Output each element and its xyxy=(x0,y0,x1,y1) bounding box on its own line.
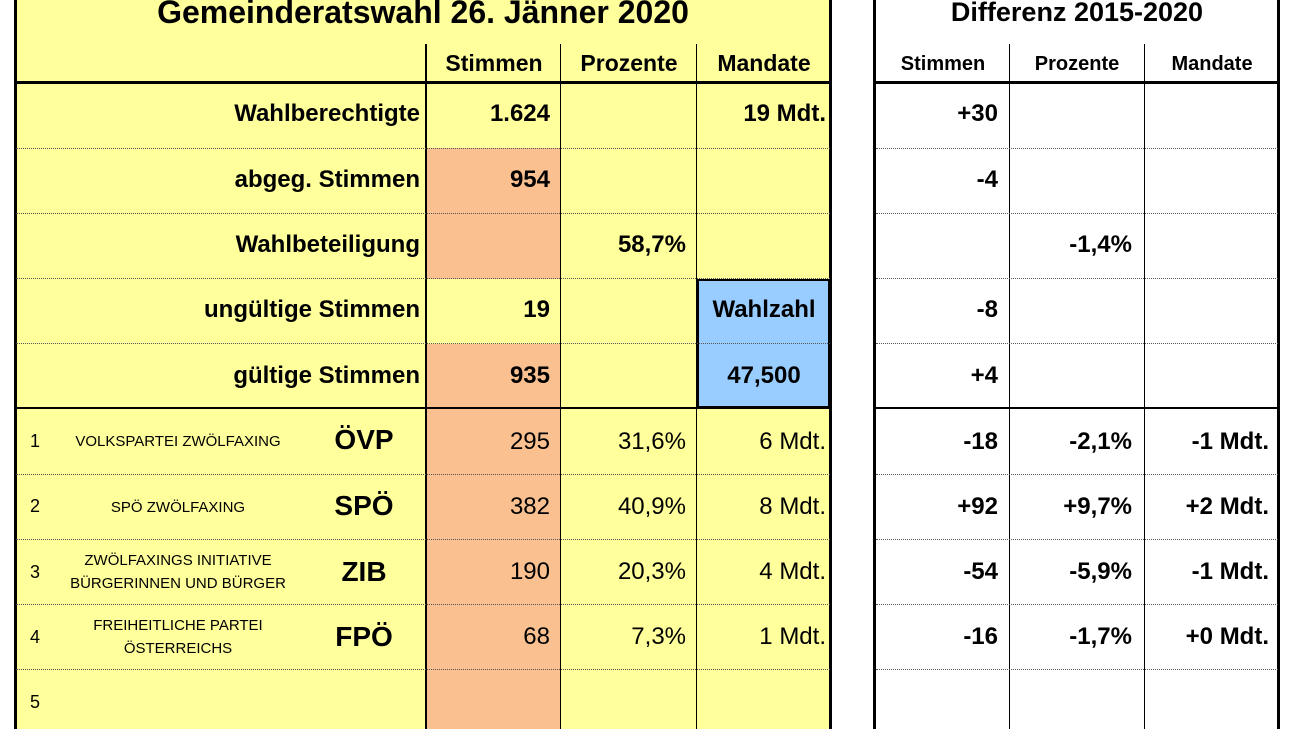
party-number: 4 xyxy=(30,627,41,647)
results-table xyxy=(16,0,830,729)
party-name: FREIHEITLICHE PARTEI xyxy=(93,617,263,634)
diff-stimmen: -18 xyxy=(963,428,998,455)
results-title: Gemeinderatswahl 26. Jänner 2020 xyxy=(157,0,689,30)
party-number: 5 xyxy=(30,692,41,712)
diff-mandate: +0 Mdt. xyxy=(1185,623,1269,650)
difference-table xyxy=(874,0,1280,729)
summary-stimmen: 935 xyxy=(509,362,550,389)
party-abbr: ÖVP xyxy=(334,424,394,455)
party-stimmen: 190 xyxy=(509,558,550,585)
party-number: 2 xyxy=(30,496,41,516)
summary-label: Wahlbeteiligung xyxy=(235,231,420,258)
summary-label: gültige Stimmen xyxy=(233,362,420,389)
header-stimmen: Stimmen xyxy=(445,50,543,76)
party-prozente: 31,6% xyxy=(617,428,686,455)
party-mandate: 8 Mdt. xyxy=(759,493,826,520)
diff-header-mandate: Mandate xyxy=(1171,53,1253,75)
summary-stimmen: 1.624 xyxy=(489,100,550,127)
stimmen-highlight-mid xyxy=(426,344,560,408)
header-mandate: Mandate xyxy=(717,50,811,76)
diff-stimmen: -8 xyxy=(976,296,998,323)
diff-header-prozente: Prozente xyxy=(1034,53,1120,75)
diff-prozente: +9,7% xyxy=(1063,493,1132,520)
header-prozente: Prozente xyxy=(580,50,678,76)
diff-stimmen: -54 xyxy=(963,558,998,585)
summary-label: ungültige Stimmen xyxy=(204,296,420,323)
difference-title: Differenz 2015-2020 xyxy=(950,0,1204,27)
party-abbr: SPÖ xyxy=(334,490,394,521)
diff-stimmen: +30 xyxy=(957,100,998,127)
diff-prozente: -1,7% xyxy=(1069,623,1132,650)
diff-mandate: -1 Mdt. xyxy=(1191,558,1269,585)
diff-mandate: +2 Mdt. xyxy=(1185,493,1269,520)
party-prozente: 7,3% xyxy=(631,623,686,650)
diff-stimmen: -4 xyxy=(976,166,998,193)
party-number: 1 xyxy=(30,431,41,451)
diff-prozente: -2,1% xyxy=(1069,428,1132,455)
diff-mandate: -1 Mdt. xyxy=(1191,428,1269,455)
party-prozente: 20,3% xyxy=(617,558,686,585)
diff-stimmen: -16 xyxy=(963,623,998,650)
party-name: VOLKSPARTEI ZWÖLFAXING xyxy=(75,433,281,450)
diff-prozente: -5,9% xyxy=(1069,558,1132,585)
summary-stimmen: 954 xyxy=(509,166,550,193)
party-stimmen: 382 xyxy=(509,493,550,520)
diff-prozente: -1,4% xyxy=(1069,231,1132,258)
party-name: SPÖ ZWÖLFAXING xyxy=(110,499,246,516)
stimmen-highlight-lower xyxy=(426,409,560,729)
summary-stimmen: 19 xyxy=(523,296,550,323)
diff-header-stimmen: Stimmen xyxy=(900,53,986,75)
party-abbr: FPÖ xyxy=(335,621,393,652)
party-mandate: 6 Mdt. xyxy=(759,428,826,455)
summary-label: abgeg. Stimmen xyxy=(234,166,420,193)
party-stimmen: 295 xyxy=(509,428,550,455)
diff-stimmen: +4 xyxy=(970,362,998,389)
party-stimmen: 68 xyxy=(523,623,550,650)
party-name: ZWÖLFAXINGS INITIATIVE xyxy=(84,552,272,569)
party-mandate: 1 Mdt. xyxy=(759,623,826,650)
wahlzahl-value: 47,500 xyxy=(727,362,801,389)
summary-label: Wahlberechtigte xyxy=(234,100,420,127)
party-mandate: 4 Mdt. xyxy=(759,558,826,585)
party-name: BÜRGERINNEN UND BÜRGER xyxy=(70,575,286,592)
summary-mandate: 19 Mdt. xyxy=(743,100,826,127)
wahlzahl-label: Wahlzahl xyxy=(712,296,816,323)
diff-stimmen: +92 xyxy=(957,493,998,520)
party-abbr: ZIB xyxy=(341,556,387,587)
summary-prozente: 58,7% xyxy=(617,231,686,258)
party-number: 3 xyxy=(30,562,41,582)
party-name: ÖSTERREICHS xyxy=(123,640,233,657)
party-prozente: 40,9% xyxy=(617,493,686,520)
